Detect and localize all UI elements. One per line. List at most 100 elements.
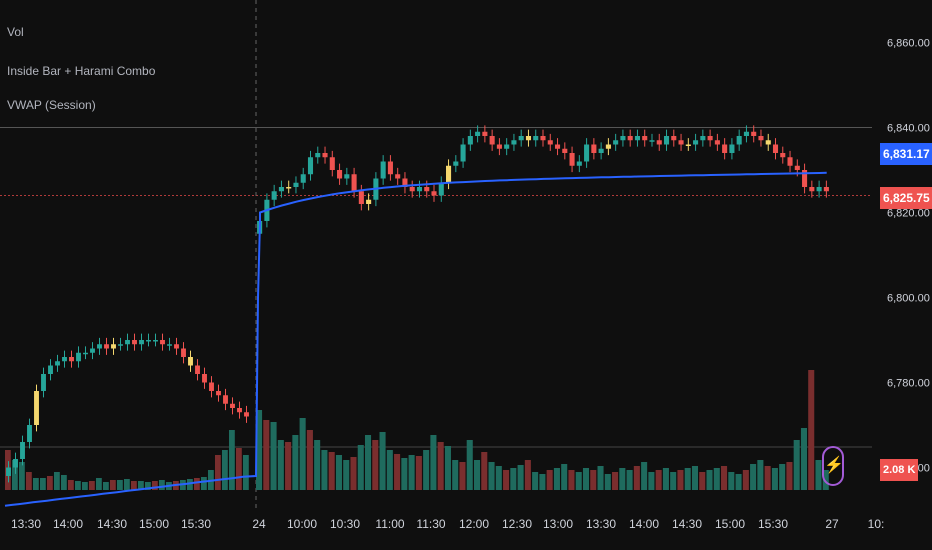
volume-bar — [343, 460, 350, 490]
candle — [663, 136, 670, 145]
candle — [139, 340, 144, 345]
candle — [125, 340, 130, 345]
candle — [20, 442, 25, 459]
candle — [337, 170, 343, 179]
candle — [76, 352, 81, 362]
volume-bar — [379, 432, 386, 490]
volume-bar — [452, 460, 459, 490]
volume-bar — [612, 472, 619, 490]
volume-bar — [800, 428, 808, 490]
candle — [300, 174, 306, 183]
volume-bar — [662, 468, 669, 490]
candle — [598, 148, 604, 153]
candle — [678, 140, 684, 145]
volume-bar — [103, 482, 109, 490]
volume-bar — [159, 480, 165, 490]
candle — [438, 182, 444, 196]
time-tick-label: 13:00 — [543, 517, 573, 531]
candle — [736, 136, 742, 145]
legend-inside-bar[interactable]: Inside Bar + Harami Combo — [7, 64, 156, 78]
candle — [307, 157, 314, 175]
price-tick-label: 6,800.00 — [887, 293, 930, 305]
candle — [111, 344, 116, 349]
volume-bar — [473, 460, 481, 490]
legend-vol[interactable]: Vol — [7, 25, 24, 39]
candle — [293, 182, 299, 187]
candle — [700, 136, 706, 141]
volume-bar — [444, 446, 451, 490]
volume-bar — [691, 466, 699, 490]
candle — [591, 144, 597, 153]
volume-bar — [124, 479, 130, 490]
candle — [322, 153, 328, 158]
volume-bar — [670, 472, 677, 490]
candle — [540, 136, 546, 141]
candle — [13, 459, 18, 468]
volume-bar — [590, 470, 597, 490]
candle — [787, 157, 793, 166]
volume-bar — [677, 470, 684, 490]
time-tick-label: 11:00 — [375, 517, 404, 531]
volume-bar — [152, 481, 158, 490]
volume-bar — [96, 478, 102, 490]
candle — [685, 144, 691, 146]
candle — [671, 136, 677, 141]
volume-bar — [54, 472, 60, 490]
volume-bar — [648, 472, 655, 490]
candle — [409, 187, 415, 192]
volume-bar — [19, 462, 25, 490]
candle — [188, 357, 193, 366]
candle — [146, 340, 151, 342]
volume-bar — [335, 455, 342, 490]
candle — [802, 170, 808, 187]
time-tick-label: 14:30 — [672, 517, 702, 531]
candle — [518, 136, 524, 141]
volume-bar — [306, 430, 313, 490]
volume-bar — [68, 480, 74, 490]
candle — [83, 352, 88, 355]
volume-bar — [299, 418, 306, 490]
volume-bar — [641, 462, 648, 490]
volume-bar — [532, 472, 539, 490]
volume-bar — [764, 466, 771, 490]
legend-vwap[interactable]: VWAP (Session) — [7, 98, 96, 112]
volume-bar — [539, 474, 546, 490]
candle — [380, 161, 386, 179]
volume-bar — [145, 482, 151, 490]
candle — [387, 161, 393, 175]
price-tick-label: 6,780.00 — [887, 378, 930, 390]
price-tick-label: 6,840.00 — [887, 123, 930, 135]
candle — [649, 140, 655, 142]
volume-bar — [684, 468, 691, 490]
volume-bar — [626, 470, 633, 490]
volume-bar — [415, 456, 422, 490]
candle — [160, 340, 165, 345]
volume-bar — [735, 474, 742, 490]
volume-bar — [728, 472, 735, 490]
volume-bar — [236, 448, 242, 490]
candle — [351, 174, 357, 192]
time-tick-label: 13:30 — [586, 517, 616, 531]
volume-bar — [619, 468, 626, 490]
volume-bar — [633, 466, 640, 490]
volume-bar — [215, 455, 221, 490]
candle — [329, 157, 335, 170]
candle — [620, 136, 626, 141]
time-tick-label: 27 — [825, 517, 839, 531]
time-tick-label: 12:30 — [502, 517, 532, 531]
volume-bar — [481, 452, 488, 490]
volume-bar — [12, 460, 18, 490]
volume-bar — [779, 464, 786, 490]
volume-bar — [459, 462, 466, 490]
candle — [525, 136, 532, 141]
volume-bar — [757, 460, 764, 490]
lightning-icon[interactable]: ⚡ — [822, 446, 844, 486]
candle — [446, 165, 452, 183]
candle — [6, 467, 11, 476]
volume-bar — [517, 465, 524, 490]
candle — [271, 191, 277, 200]
candle — [424, 187, 430, 192]
candle — [153, 340, 158, 342]
